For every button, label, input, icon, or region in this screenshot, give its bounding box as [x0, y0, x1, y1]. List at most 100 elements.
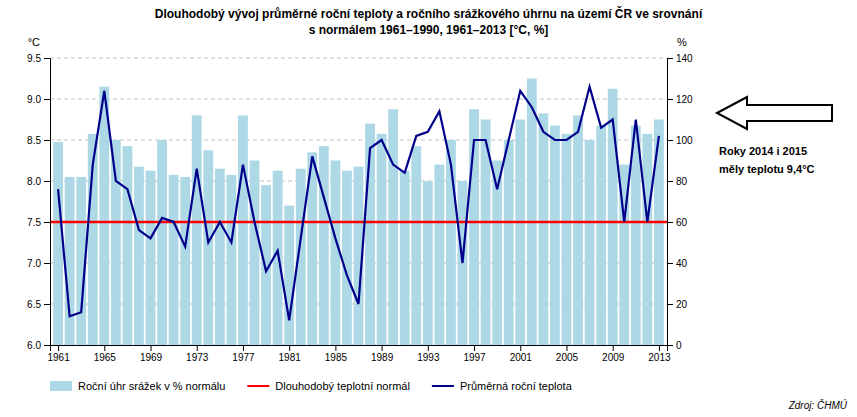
y2-tick: 100	[667, 135, 693, 146]
y2-tick-label: 60	[676, 217, 688, 228]
y2-tick-label: 100	[676, 135, 693, 146]
y2-tick-label: 120	[676, 94, 693, 105]
x-tick-label: 1969	[140, 352, 163, 363]
legend-item: Dlouhodobý teplotní normál	[247, 380, 410, 392]
y-tick-label: 8.0	[27, 176, 41, 187]
x-tick: 1989	[371, 345, 394, 363]
y2-tick-mark	[667, 58, 673, 59]
x-tick: 1997	[463, 345, 486, 363]
y-tick-label: 7.5	[27, 217, 41, 228]
y-tick-mark	[44, 345, 50, 346]
y-axis-label: °C	[28, 36, 40, 48]
bar	[434, 165, 444, 345]
x-tick-mark	[659, 345, 660, 351]
y-axis: 6.0 6.5 7.0 7.5 8.0 8.5 9.0 9.5	[27, 53, 50, 351]
y-tick-label: 7.0	[27, 258, 41, 269]
x-tick-mark	[382, 345, 383, 351]
legend-label: Roční úhr srážek v % normálu	[78, 380, 225, 392]
bar	[250, 161, 260, 346]
x-tick-label: 1965	[94, 352, 117, 363]
y-tick: 8.5	[27, 135, 50, 146]
x-tick-mark	[104, 345, 105, 351]
bar	[123, 146, 133, 345]
x-tick-label: 1993	[417, 352, 440, 363]
y2-tick: 60	[667, 217, 688, 228]
grid-line	[50, 99, 667, 100]
bar	[180, 177, 190, 345]
bar	[146, 171, 156, 345]
y-tick-mark	[44, 304, 50, 305]
bar	[111, 140, 121, 345]
legend-item: Průměrná roční teplota	[432, 380, 573, 392]
plot: 1961 1965 1969 1973 1977 1981 1985 1989 1993 1997…	[27, 36, 693, 363]
legend-item: Roční úhr srážek v % normálu	[50, 380, 225, 392]
y-tick-label: 9.0	[27, 94, 41, 105]
y2-tick-mark	[667, 222, 673, 223]
x-tick-mark	[151, 345, 152, 351]
grid-line	[50, 222, 667, 223]
bar	[515, 120, 525, 346]
x-tick-label: 1997	[463, 352, 486, 363]
chart-bar: Dlouhodobý vývoj průměrné roční teploty …	[0, 0, 857, 417]
x-tick: 2013	[648, 345, 671, 363]
x-tick-mark	[58, 345, 59, 351]
bar	[319, 146, 329, 345]
x-tick: 1961	[47, 345, 70, 363]
x-tick: 1977	[232, 345, 255, 363]
x-tick: 2009	[602, 345, 625, 363]
bar	[388, 109, 398, 345]
x-tick-label: 1973	[186, 352, 209, 363]
y-tick: 6.0	[27, 340, 50, 351]
y2-tick-mark	[667, 304, 673, 305]
x-tick-mark	[197, 345, 198, 351]
bar	[504, 140, 514, 345]
y2-tick-mark	[667, 263, 673, 264]
x-tick: 2005	[556, 345, 579, 363]
y-tick-mark	[44, 99, 50, 100]
x-tick-label: 2005	[556, 352, 579, 363]
x-tick-mark	[474, 345, 475, 351]
y-tick-label: 9.5	[27, 53, 41, 64]
bar	[203, 150, 213, 345]
bar	[65, 177, 75, 345]
y2-tick: 20	[667, 299, 688, 310]
y-tick: 7.0	[27, 258, 50, 269]
y-axis-line	[44, 59, 51, 346]
y2-tick: 80	[667, 176, 688, 187]
y2-tick: 0	[667, 340, 682, 351]
x-tick: 1965	[94, 345, 117, 363]
bars	[53, 79, 664, 346]
legend-swatch	[247, 385, 269, 387]
bar	[53, 142, 63, 345]
bar	[585, 140, 595, 345]
y-tick-mark	[44, 222, 50, 223]
x-tick: 1981	[279, 345, 302, 363]
bar	[192, 115, 202, 345]
subtitle: s normálem 1961–1990, 1961–2013 [°C, %]	[309, 23, 549, 37]
x-tick-label: 2013	[648, 352, 671, 363]
x-tick-mark	[566, 345, 567, 351]
annotation: měly teplotu 9,4°C	[719, 163, 815, 175]
x-tick: 2001	[510, 345, 533, 363]
y2-axis: 020406080100120140	[667, 53, 693, 351]
x-tick-label: 2001	[510, 352, 533, 363]
bar	[157, 140, 167, 345]
x-tick-mark	[243, 345, 244, 351]
y2-tick-mark	[667, 99, 673, 100]
legend-swatch	[432, 385, 454, 387]
x-tick-mark	[613, 345, 614, 351]
y-tick: 9.0	[27, 94, 50, 105]
bar	[169, 175, 179, 345]
y2-tick-mark	[667, 181, 673, 182]
grid	[50, 58, 667, 345]
bar	[377, 134, 387, 345]
y-tick-label: 6.5	[27, 299, 41, 310]
x-axis-line	[51, 346, 668, 352]
x-tick-mark	[428, 345, 429, 351]
y-tick-label: 8.5	[27, 135, 41, 146]
x-tick: 1985	[325, 345, 348, 363]
x-tick-label: 1985	[325, 352, 348, 363]
bar	[226, 175, 236, 345]
y-tick: 9.5	[27, 53, 50, 64]
y2-tick-label: 40	[676, 258, 688, 269]
